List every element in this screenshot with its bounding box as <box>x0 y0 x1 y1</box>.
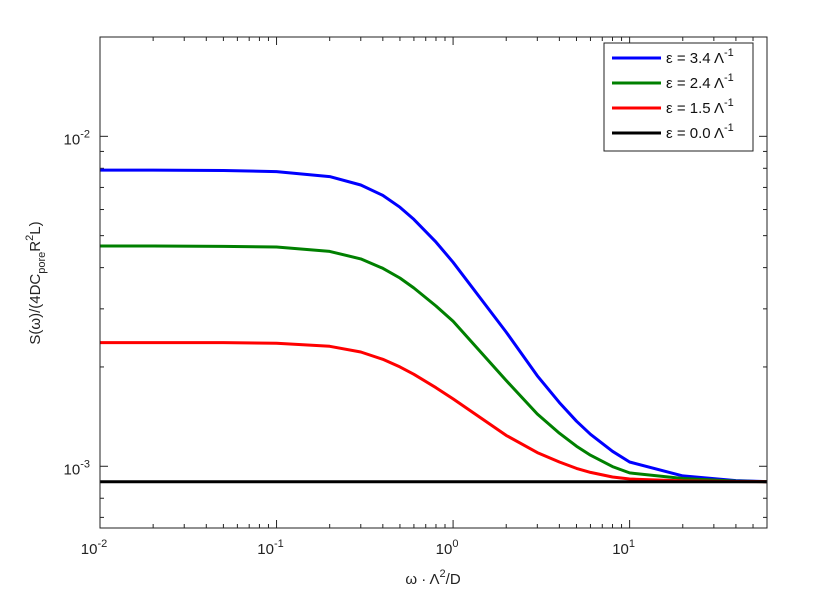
y-tick-label: 10-2 <box>64 128 90 148</box>
y-tick-labels: 10-3 10-2 <box>64 128 90 478</box>
x-axis-label-sup: 2 <box>440 568 446 580</box>
x-tick-label: 101 <box>612 538 635 558</box>
x-tick-labels: 10-2 10-1 100 101 <box>81 538 635 558</box>
legend-label: ε = 2.4 Λ-1 <box>666 72 734 92</box>
x-axis-label-base: ω · Λ <box>405 571 439 588</box>
x-tick-label: 10-2 <box>81 538 107 558</box>
series-line-3 <box>100 341 768 484</box>
y-axis-label-part3: L) <box>27 221 44 234</box>
legend-label: ε = 3.4 Λ-1 <box>666 47 734 67</box>
series-line-2 <box>100 244 768 484</box>
y-axis-label-part1: S(ω)/(4DC <box>27 274 44 345</box>
y-axis-label: S(ω)/(4DCporeR2L) <box>24 221 48 344</box>
x-tick-label: 10-1 <box>257 538 283 558</box>
plot-frame <box>99 36 768 529</box>
x-axis-label-tail: /D <box>446 571 461 588</box>
legend: ε = 3.4 Λ-1 ε = 2.4 Λ-1 ε = 1.5 Λ-1 ε = 0.0… <box>603 42 754 152</box>
series-lines <box>100 168 768 484</box>
x-axis-label: ω · Λ2/D <box>405 568 461 588</box>
y-tick-label: 10-3 <box>64 458 90 478</box>
series-line-1 <box>100 168 768 484</box>
y-axis-label-sup: 2 <box>24 235 36 241</box>
y-axis-label-sub: pore <box>36 252 48 274</box>
legend-label: ε = 0.0 Λ-1 <box>666 122 734 142</box>
legend-label: ε = 1.5 Λ-1 <box>666 97 734 117</box>
y-axis-label-part2: R <box>27 241 44 252</box>
legend-items: ε = 3.4 Λ-1 ε = 2.4 Λ-1 ε = 1.5 Λ-1 ε = 0.0… <box>612 47 734 142</box>
x-tick-label: 100 <box>436 538 459 558</box>
minor-ticks <box>100 36 768 528</box>
